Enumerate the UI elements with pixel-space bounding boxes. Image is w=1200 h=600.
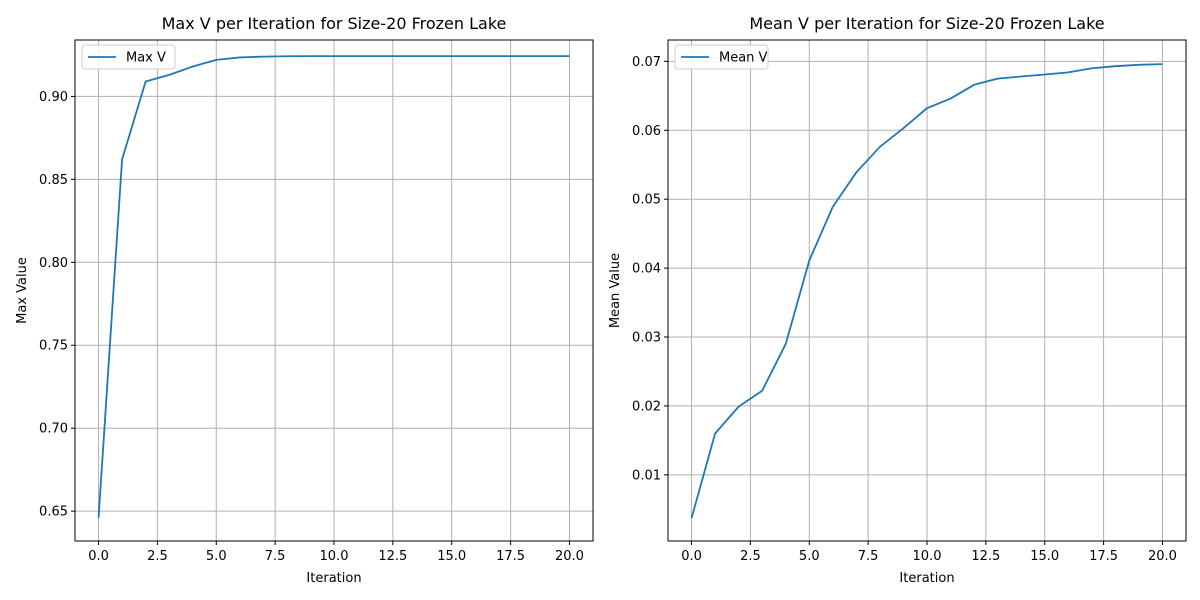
legend: Mean V [674,44,769,70]
x-tick-label: 10.0 [320,549,349,564]
legend-label: Max V [126,51,166,66]
y-tick-label: 0.85 [39,173,68,188]
y-tick-label: 0.80 [39,256,68,271]
mean-v-chart: Mean V per Iteration for Size-20 Frozen … [608,14,1187,586]
grid-lines [75,40,593,541]
y-tick-label: 0.90 [39,90,68,105]
y-tick-label: 0.06 [632,124,661,139]
y-tick-label: 0.65 [39,505,68,520]
y-tick-label: 0.01 [632,468,661,483]
y-tick-label: 0.02 [632,399,661,414]
x-tick-label: 0.0 [88,549,109,564]
y-tick-label: 0.07 [632,55,661,70]
x-tick-label: 0.0 [681,549,702,564]
x-tick-label: 7.5 [858,549,879,564]
series-line [690,63,1163,519]
legend-box [81,44,176,70]
x-tick-label: 2.5 [147,549,168,564]
grid-lines [668,40,1186,541]
legend-label: Mean V [719,51,768,66]
y-axis-label: Mean Value [608,253,623,328]
x-tick-label: 17.5 [496,549,525,564]
x-tick-label: 5.0 [206,549,227,564]
y-tick-label: 0.75 [39,339,68,354]
y-axis-label: Max Value [15,257,30,324]
y-tick-label: 0.70 [39,422,68,437]
legend: Max V [81,44,176,70]
x-axis-label: Iteration [899,571,954,586]
x-tick-label: 5.0 [799,549,820,564]
x-tick-label: 17.5 [1089,549,1118,564]
x-tick-label: 7.5 [265,549,286,564]
x-tick-label: 10.0 [913,549,942,564]
x-tick-label: 15.0 [1030,549,1059,564]
x-tick-label: 12.5 [378,549,407,564]
x-tick-label: 12.5 [971,549,1000,564]
max-v-chart: Max V per Iteration for Size-20 Frozen L… [15,14,594,586]
y-tick-label: 0.05 [632,193,661,208]
chart-title: Mean V per Iteration for Size-20 Frozen … [749,14,1104,33]
x-tick-label: 2.5 [740,549,761,564]
x-axis-label: Iteration [306,571,361,586]
x-tick-label: 15.0 [437,549,466,564]
legend-box [674,44,769,70]
series-line [97,55,570,518]
x-tick-label: 20.0 [555,549,584,564]
y-tick-label: 0.04 [632,262,661,277]
y-tick-label: 0.03 [632,331,661,346]
chart-title: Max V per Iteration for Size-20 Frozen L… [162,14,507,33]
x-tick-label: 20.0 [1148,549,1177,564]
